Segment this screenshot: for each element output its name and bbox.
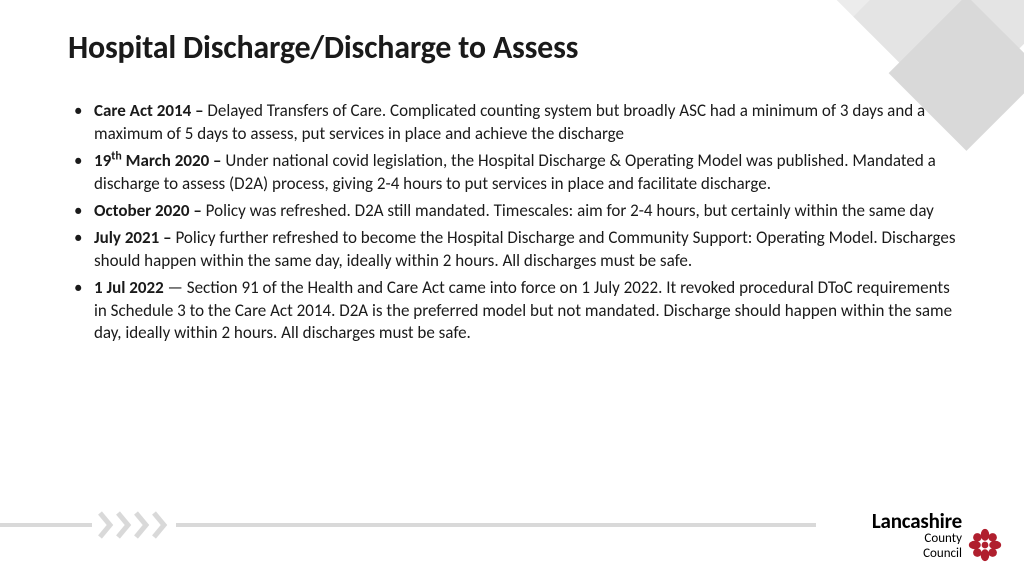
bullet-lead: 1 Jul 2022 <box>94 277 168 298</box>
bullet-lead: October 2020 – <box>94 200 206 221</box>
lancashire-logo: Lancashire County Council <box>872 511 1002 562</box>
logo-line1: Lancashire <box>872 511 962 532</box>
bullet-lead: July 2021 – <box>94 227 175 248</box>
bullet-body: Delayed Transfers of Care. Complicated c… <box>94 100 925 144</box>
logo-line3: Council <box>872 547 962 562</box>
bullet-item: October 2020 – Policy was refreshed. D2A… <box>68 200 956 223</box>
bullet-body: Section 91 of the Health and Care Act ca… <box>94 277 952 344</box>
rose-icon <box>968 528 1002 562</box>
bullet-item: Care Act 2014 – Delayed Transfers of Car… <box>68 100 956 146</box>
slide-title: Hospital Discharge/Discharge to Assess <box>68 28 578 67</box>
bullet-lead: Care Act 2014 – <box>94 100 207 121</box>
bullet-list: Care Act 2014 – Delayed Transfers of Car… <box>68 100 956 345</box>
footer-decoration <box>0 510 260 540</box>
logo-line2: County <box>872 532 962 547</box>
slide-body: Care Act 2014 – Delayed Transfers of Car… <box>68 100 956 349</box>
slide: Hospital Discharge/Discharge to Assess C… <box>0 0 1024 576</box>
bullet-item: 1 Jul 2022 — Section 91 of the Health an… <box>68 277 956 346</box>
bullet-body: Policy further refreshed to become the H… <box>94 227 956 271</box>
bullet-item: July 2021 – Policy further refreshed to … <box>68 227 956 273</box>
chevrons-icon <box>98 510 170 540</box>
bullet-item: 19th March 2020 – Under national covid l… <box>68 150 956 196</box>
bullet-lead: 19th March 2020 – <box>94 150 225 171</box>
bullet-dash: — <box>168 277 187 298</box>
bullet-body: Policy was refreshed. D2A still mandated… <box>206 200 934 221</box>
